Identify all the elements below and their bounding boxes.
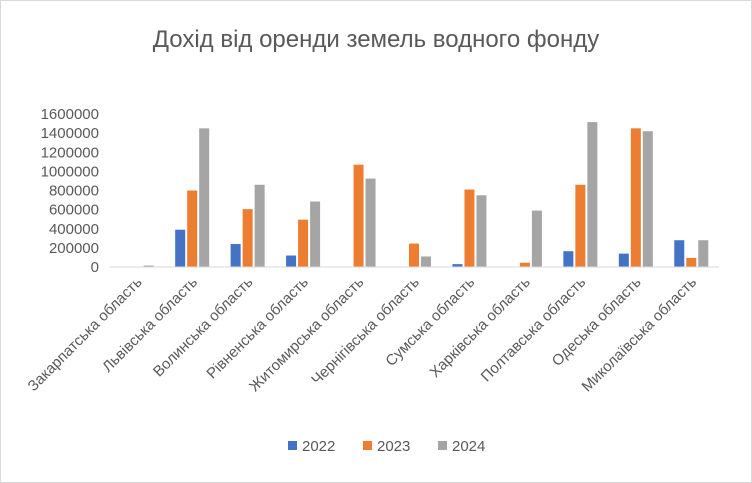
legend-swatch-2023 — [363, 441, 372, 450]
y-tick-label: 1200000 — [41, 144, 99, 161]
bar-2023 — [686, 257, 697, 267]
x-category-label: Чернігівська область — [308, 274, 423, 389]
bar-2023 — [298, 219, 309, 267]
x-category-label: Миколаївська область — [579, 274, 701, 396]
bar-2023 — [630, 128, 641, 267]
y-tick-label: 0 — [91, 259, 99, 276]
x-category-label: Полтавська область — [478, 274, 590, 386]
bar-2024 — [199, 128, 210, 267]
bar-2022 — [175, 229, 186, 267]
bar-2024 — [421, 256, 431, 267]
bar-2023 — [353, 164, 364, 267]
bar-2024 — [698, 240, 709, 267]
y-tick-label: 1400000 — [41, 125, 99, 142]
bar-2022 — [230, 244, 241, 267]
bar-2022 — [452, 264, 463, 267]
y-tick-label: 200000 — [49, 240, 99, 257]
bar-2023 — [464, 189, 475, 267]
bar-2022 — [618, 253, 629, 267]
bar-2022 — [563, 251, 574, 267]
bar-2024 — [365, 178, 376, 267]
legend-label-2022: 2022 — [302, 438, 335, 455]
x-category-label: Львівська область — [99, 274, 201, 376]
legend: 2022 2023 2024 — [288, 438, 485, 455]
y-tick-label: 1000000 — [41, 163, 99, 180]
bar-2024 — [476, 195, 487, 267]
x-category-label: Волинська область — [150, 274, 257, 381]
y-axis-ticks: 0 200000 400000 600000 800000 1000000 1200000 1… — [41, 106, 99, 276]
bar-2023 — [409, 243, 419, 267]
y-tick-label: 600000 — [49, 202, 99, 219]
bar-2024 — [642, 131, 653, 267]
bar-2023 — [242, 209, 253, 267]
legend-label-2023: 2023 — [377, 438, 410, 455]
bars-group — [143, 122, 709, 267]
x-category-label: Рівненська область — [203, 274, 312, 383]
bar-2024 — [531, 210, 542, 267]
legend-swatch-2022 — [288, 441, 297, 450]
y-tick-label: 1600000 — [41, 106, 99, 123]
bar-2022 — [286, 255, 297, 267]
bar-2023 — [575, 184, 586, 267]
y-tick-label: 800000 — [49, 183, 99, 200]
legend-swatch-2024 — [438, 441, 447, 450]
bar-2024 — [254, 184, 265, 267]
bar-2024 — [310, 201, 321, 267]
bar-2023 — [187, 190, 198, 267]
bar-2024 — [587, 122, 598, 267]
bar-2022 — [674, 240, 685, 267]
bar-2024 — [143, 265, 154, 267]
x-category-label: Харківська область — [427, 274, 534, 381]
chart-title: Дохід від оренди земель водного фонду — [153, 26, 600, 53]
bar-2023 — [519, 262, 530, 267]
y-tick-label: 400000 — [49, 221, 99, 238]
legend-label-2024: 2024 — [452, 438, 485, 455]
